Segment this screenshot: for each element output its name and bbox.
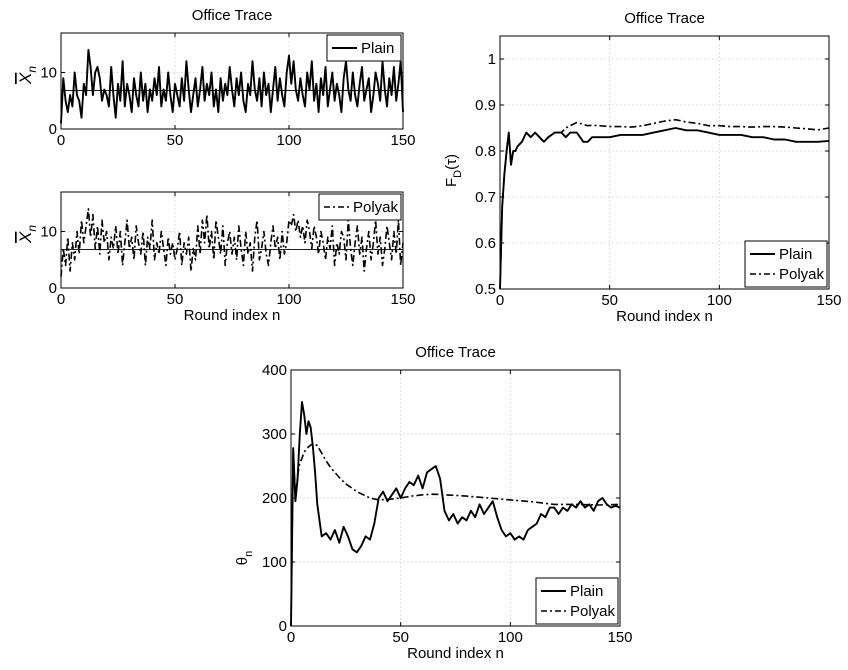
series-line-plain [499, 127, 830, 290]
series-line-polyak [60, 208, 404, 277]
x-tick-label: 100 [276, 291, 301, 308]
chart-theta: 0 50 100 150 0 100 200 300 400 Plain Polyak Office … [234, 344, 633, 662]
plot-frame [290, 369, 621, 627]
x-tick-label: 50 [601, 292, 618, 309]
y-axis-label-symbol: X [16, 72, 35, 85]
x-tick-label: 100 [707, 292, 732, 309]
plot-frame [60, 191, 404, 289]
y-tick-label: 0.5 [475, 281, 496, 298]
y-tick-label: 0.7 [475, 189, 496, 206]
y-tick-label: 0.6 [475, 235, 496, 252]
x-tick-label: 50 [167, 291, 184, 308]
y-axis-label-subscript: n [25, 225, 39, 232]
chart-title: Office Trace [624, 10, 705, 27]
legend-label-plain: Plain [570, 583, 603, 600]
y-tick-label: 300 [262, 426, 287, 443]
x-axis-label: Round index n [616, 308, 713, 325]
chart-title: Office Trace [192, 7, 273, 24]
legend-box [744, 240, 828, 288]
y-tick-label: 1 [488, 51, 496, 68]
y-tick-label: 200 [262, 490, 287, 507]
x-tick-label: 150 [607, 629, 632, 646]
y-axis-label: Xn [16, 66, 39, 85]
legend-label-polyak: Polyak [779, 266, 825, 283]
x-tick-label: 50 [167, 132, 184, 149]
series-line-polyak [499, 118, 830, 290]
x-tick-label: 0 [57, 132, 65, 149]
y-tick-label: 10 [40, 224, 57, 241]
y-tick-label: 0 [49, 121, 57, 138]
x-tick-label: 0 [287, 629, 295, 646]
chart-title: Office Trace [415, 344, 496, 361]
legend-label-plain: Plain [361, 40, 394, 57]
y-axis-label: FD(τ) [443, 154, 464, 187]
x-tick-label: 100 [498, 629, 523, 646]
x-tick-label: 0 [57, 291, 65, 308]
y-tick-label: 0 [49, 280, 57, 297]
plot-frame [60, 32, 404, 130]
x-axis-label: Round index n [407, 645, 504, 662]
y-tick-label: 0 [279, 618, 287, 635]
x-tick-label: 0 [496, 292, 504, 309]
x-axis-label: Round index n [184, 307, 281, 324]
y-tick-label: 400 [262, 362, 287, 379]
y-axis-label: Xn [16, 225, 39, 244]
x-tick-label: 150 [390, 132, 415, 149]
y-tick-label: 10 [40, 65, 57, 82]
y-axis-label: θn [234, 551, 255, 565]
chart-fd: 0 50 100 150 0.5 0.6 0.7 0.8 0.9 1 Plain Polyak Offi… [443, 10, 842, 325]
legend-box [535, 577, 619, 625]
y-tick-label: 100 [262, 554, 287, 571]
x-tick-label: 150 [390, 291, 415, 308]
legend: Polyak [318, 193, 402, 221]
x-tick-label: 50 [392, 629, 409, 646]
legend-label-polyak: Polyak [570, 603, 616, 620]
legend: Plain [326, 34, 402, 62]
x-tick-label: 100 [276, 132, 301, 149]
plot-frame [499, 35, 830, 290]
y-axis-label-subscript: n [25, 66, 39, 73]
legend: Plain Polyak [744, 240, 828, 288]
y-axis-label-symbol: X [16, 231, 35, 244]
legend: Plain Polyak [535, 577, 619, 625]
x-tick-label: 150 [816, 292, 841, 309]
legend-box [318, 193, 402, 221]
y-tick-label: 0.9 [475, 97, 496, 114]
series-line-polyak [290, 442, 621, 627]
legend-label-polyak: Polyak [353, 199, 399, 216]
y-tick-label: 0.8 [475, 143, 496, 160]
legend-label-plain: Plain [779, 246, 812, 263]
